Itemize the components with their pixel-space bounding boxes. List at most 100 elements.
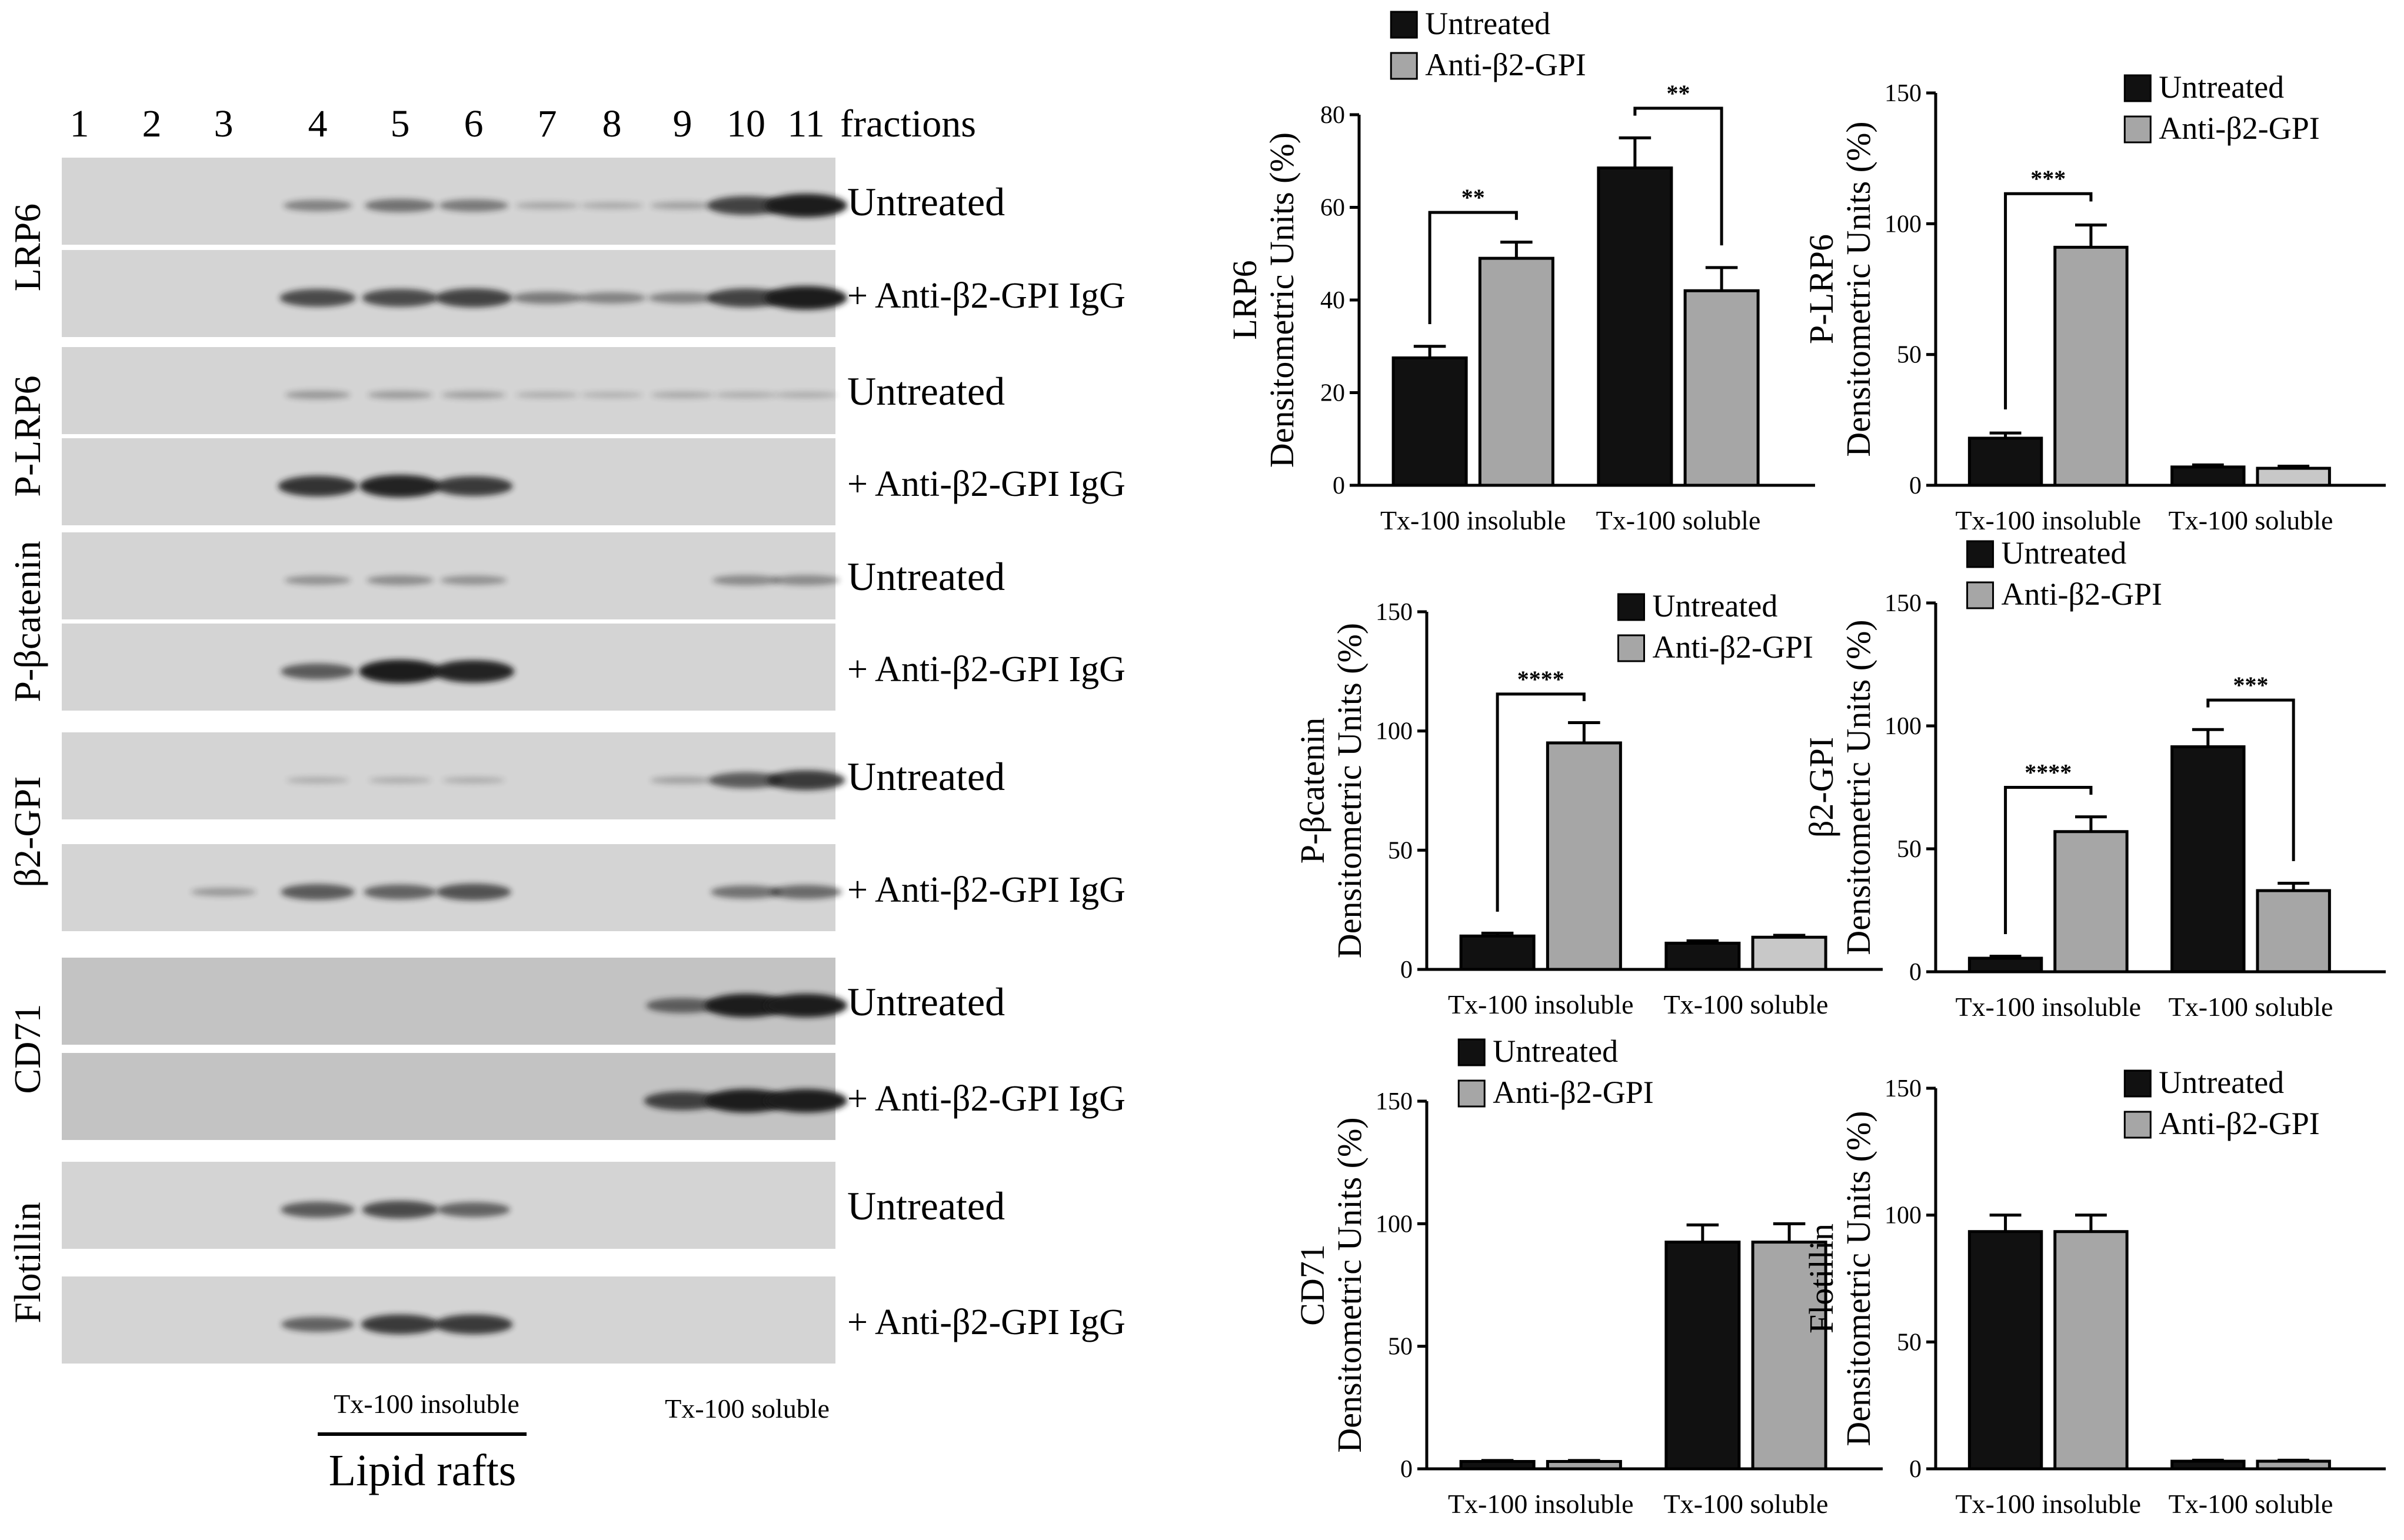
protein-band	[359, 475, 441, 498]
y-tick-label: 150	[1884, 80, 1922, 107]
protein-band	[765, 286, 847, 310]
fraction-number: 8	[602, 102, 622, 145]
y-axis-label-protein: P-LRP6	[1802, 234, 1840, 344]
protein-band	[651, 391, 714, 399]
protein-band	[281, 1316, 354, 1332]
blot-strip-background	[62, 532, 835, 619]
x-tick-label: Tx-100 soluble	[2169, 992, 2333, 1022]
legend-swatch	[1457, 1038, 1486, 1066]
legend-swatch	[1617, 593, 1645, 621]
fraction-number: 4	[308, 102, 328, 145]
bar	[2170, 745, 2246, 974]
legend-label: Anti-β2-GPI	[2159, 1106, 2319, 1141]
y-axis-label-protein: Flotillin	[1802, 1224, 1840, 1334]
x-tick-label: Tx-100 soluble	[2169, 1489, 2333, 1519]
blot-strip	[62, 1276, 835, 1364]
protein-band	[364, 199, 436, 212]
protein-band	[284, 575, 351, 585]
significance-stars: ****	[2025, 759, 2072, 786]
fraction-number: 6	[464, 102, 484, 145]
protein-band	[281, 1201, 355, 1218]
protein-band	[705, 994, 787, 1018]
protein-band	[644, 1091, 721, 1111]
protein-label: P-βcatenin	[6, 541, 48, 702]
y-tick-label: 20	[1320, 380, 1345, 407]
significance-stars: ***	[2233, 672, 2269, 698]
protein-band	[440, 575, 507, 585]
bar	[2170, 465, 2246, 487]
fraction-number: 7	[538, 102, 557, 145]
legend-label: Untreated	[2159, 1065, 2284, 1100]
legend-label: Anti-β2-GPI	[1493, 1075, 1653, 1110]
y-axis-label-protein: LRP6	[1226, 260, 1264, 339]
fraction-number: 3	[214, 102, 234, 145]
y-tick-label: 100	[1884, 1202, 1922, 1229]
protein-band	[765, 1089, 847, 1113]
y-axis-label-units: Densitometric Units (%)	[1839, 1111, 1877, 1446]
protein-band	[577, 292, 647, 304]
protein-label: LRP6	[6, 204, 48, 291]
blot-strip	[62, 1162, 835, 1249]
protein-band	[281, 884, 355, 900]
protein-band	[434, 1314, 513, 1335]
y-tick-label: 80	[1320, 102, 1345, 129]
blot-strip	[62, 1053, 847, 1140]
protein-band	[515, 202, 580, 209]
fraction-number: 1	[70, 102, 89, 145]
significance-stars: **	[1667, 80, 1690, 106]
y-tick-label: 50	[1897, 836, 1922, 863]
significance-bracket	[2206, 698, 2295, 861]
protein-band	[435, 288, 512, 308]
bar	[2053, 1230, 2129, 1471]
y-tick-label: 100	[1376, 1211, 1413, 1238]
y-axis-label-protein: β2-GPI	[1802, 737, 1840, 838]
y-tick-label: 0	[1400, 1456, 1413, 1483]
x-tick-label: Tx-100 soluble	[1664, 989, 1829, 1019]
legend-label: Anti-β2-GPI	[2002, 576, 2162, 612]
protein-band	[364, 884, 437, 900]
lipid-rafts-label: Lipid rafts	[329, 1446, 517, 1495]
bar	[1967, 436, 2043, 487]
bar	[1597, 166, 1673, 487]
protein-band	[512, 292, 582, 304]
y-axis-label-units: Densitometric Units (%)	[1263, 132, 1301, 468]
blot-strip	[62, 347, 838, 434]
protein-band	[362, 1201, 438, 1219]
y-tick-label: 100	[1884, 211, 1922, 238]
protein-band	[442, 777, 505, 784]
protein-band	[772, 575, 840, 586]
y-tick-label: 150	[1884, 590, 1922, 617]
protein-band	[191, 888, 257, 896]
bar	[1459, 1460, 1536, 1471]
protein-label: P-LRP6	[6, 375, 48, 496]
protein-band	[362, 289, 438, 307]
significance-bracket	[1496, 692, 1586, 912]
y-tick-label: 150	[1376, 599, 1413, 626]
fraction-number: 9	[673, 102, 692, 145]
x-tick-label: Tx-100 insoluble	[1448, 989, 1634, 1019]
y-tick-label: 50	[1897, 1329, 1922, 1356]
legend-swatch	[2123, 1069, 2152, 1098]
bar	[1478, 256, 1554, 487]
y-tick-label: 0	[1400, 956, 1413, 984]
condition-label: Untreated	[847, 979, 1005, 1024]
protein-band	[366, 575, 434, 585]
y-tick-label: 0	[1909, 1456, 1922, 1483]
x-tick-label: Tx-100 insoluble	[1955, 1489, 2141, 1519]
y-tick-label: 0	[1909, 959, 1922, 986]
legend-label: Anti-β2-GPI	[1653, 629, 1813, 665]
protein-band	[286, 777, 349, 784]
protein-band	[710, 885, 782, 899]
bar	[1967, 1230, 2043, 1471]
protein-band	[714, 392, 778, 398]
legend-label: Untreated	[1493, 1034, 1618, 1069]
significance-stars: ***	[2030, 165, 2066, 192]
protein-band	[650, 202, 715, 209]
blot-strip-background	[62, 732, 835, 819]
blot-strip	[62, 158, 847, 245]
x-tick-label: Tx-100 soluble	[1664, 1489, 1829, 1519]
